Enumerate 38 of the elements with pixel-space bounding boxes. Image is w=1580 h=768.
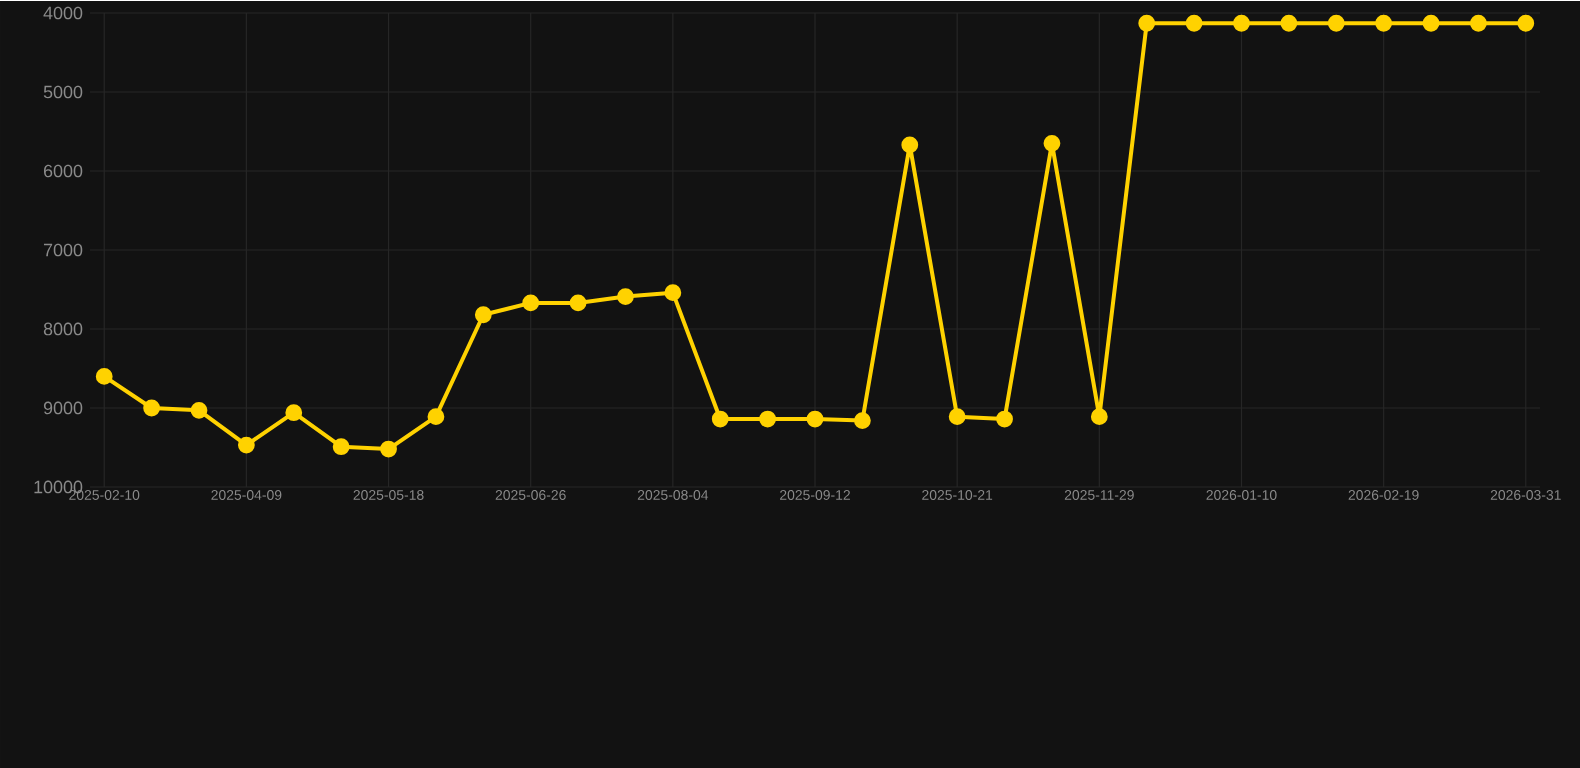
y-tick-label: 10000	[34, 480, 83, 493]
point	[1090, 407, 1108, 425]
point	[1422, 14, 1440, 32]
point	[95, 367, 113, 385]
y-tick-label: 4000	[43, 6, 83, 19]
point	[664, 283, 682, 301]
point	[806, 410, 824, 427]
point	[1375, 14, 1393, 32]
point	[1185, 14, 1203, 32]
point	[1470, 14, 1487, 32]
point	[1233, 14, 1250, 32]
point	[996, 410, 1013, 427]
point	[143, 399, 161, 416]
point	[1280, 14, 1298, 32]
y-tick-label: 5000	[43, 85, 83, 98]
point	[522, 294, 540, 311]
point	[569, 294, 587, 311]
point	[285, 403, 303, 421]
point	[854, 411, 871, 429]
point	[332, 437, 350, 455]
point	[759, 410, 777, 427]
point	[1043, 134, 1061, 152]
point	[190, 401, 208, 419]
y-tick-label: 6000	[43, 164, 83, 177]
point	[427, 407, 445, 425]
point	[1138, 14, 1156, 32]
point	[711, 410, 729, 427]
point	[237, 436, 255, 454]
point	[617, 287, 634, 305]
point	[901, 136, 919, 153]
point	[948, 407, 966, 425]
point	[380, 440, 397, 457]
y-tick-label: 8000	[43, 322, 83, 335]
point	[474, 305, 492, 323]
y-tick-label: 9000	[43, 401, 83, 414]
y-tick-label: 7000	[43, 243, 83, 256]
point	[1327, 14, 1345, 32]
point	[1517, 14, 1535, 32]
